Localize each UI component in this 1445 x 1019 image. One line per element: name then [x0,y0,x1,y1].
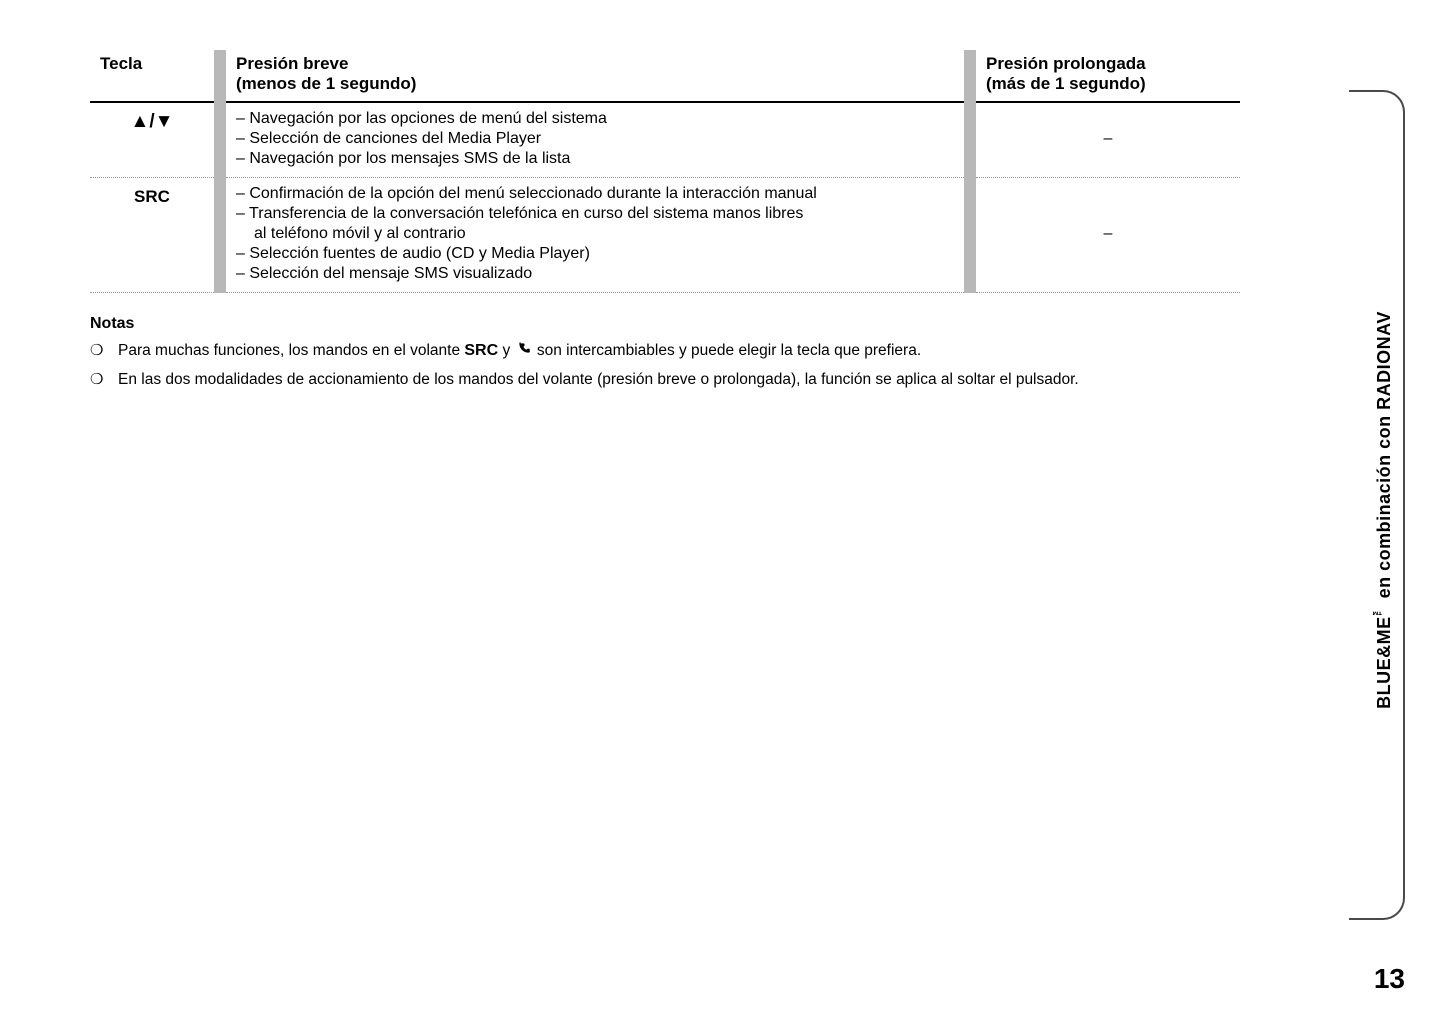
header-col3-l2: (más de 1 segundo) [986,74,1230,94]
row0-line2: – Navegación por los mensajes SMS de la … [236,149,954,169]
side-label: BLUE&ME™ en combinación con RADIONAV [1371,311,1395,709]
long-press-cell: – [970,177,1240,292]
row0-long: – [1104,130,1113,147]
row1-line4: – Selección del mensaje SMS visualizado [236,264,954,284]
note0-mid: y [498,342,514,359]
phone-icon [517,341,531,361]
note-item: ❍ En las dos modalidades de accionamient… [90,370,1240,390]
note0-pre: Para muchas funciones, los mandos en el … [118,342,464,359]
header-short-press: Presión breve (menos de 1 segundo) [220,50,970,102]
page-number: 13 [1374,963,1405,995]
row1-line1: – Transferencia de la conversación telef… [236,204,954,224]
row1-line0: – Confirmación de la opción del menú sel… [236,184,954,204]
controls-table: Tecla Presión breve (menos de 1 segundo)… [90,50,1240,293]
header-col2-l2: (menos de 1 segundo) [236,74,954,94]
src-key-label: SRC [134,187,170,206]
short-press-cell: – Navegación por las opciones de menú de… [220,102,970,178]
note-item: ❍ Para muchas funciones, los mandos en e… [90,341,1240,362]
header-col2-l1: Presión breve [236,54,954,74]
short-press-cell: – Confirmación de la opción del menú sel… [220,177,970,292]
header-tecla: Tecla [90,50,220,102]
header-col3-l1: Presión prolongada [986,54,1230,74]
notes-heading: Notas [90,315,1240,333]
table-row: SRC – Confirmación de la opción del menú… [90,177,1240,292]
row1-line2: al teléfono móvil y al contrario [236,224,954,244]
side-tm: ™ [1371,603,1383,616]
note-text: En las dos modalidades de accionamiento … [118,370,1240,390]
row0-line1: – Selección de canciones del Media Playe… [236,129,954,149]
note0-post: son intercambiables y puede elegir la te… [533,342,922,359]
note1-pre: En las dos modalidades de accionamiento … [118,371,1079,388]
key-cell-arrows: ▲/▼ [90,102,220,178]
long-press-cell: – [970,102,1240,178]
side-rest: en combinación con RADIONAV [1374,311,1394,604]
header-col1-text: Tecla [100,54,142,73]
note-bullet-icon: ❍ [90,370,118,390]
header-long-press: Presión prolongada (más de 1 segundo) [970,50,1240,102]
note0-bold: SRC [464,342,498,359]
up-down-arrow-icon: ▲/▼ [131,111,174,132]
side-brand: BLUE&ME [1374,616,1394,709]
note-text: Para muchas funciones, los mandos en el … [118,341,1240,362]
key-cell-src: SRC [90,177,220,292]
row0-line0: – Navegación por las opciones de menú de… [236,109,954,129]
note-bullet-icon: ❍ [90,341,118,361]
table-row: ▲/▼ – Navegación por las opciones de men… [90,102,1240,178]
row1-line3: – Selección fuentes de audio (CD y Media… [236,244,954,264]
row1-long: – [1104,225,1113,242]
